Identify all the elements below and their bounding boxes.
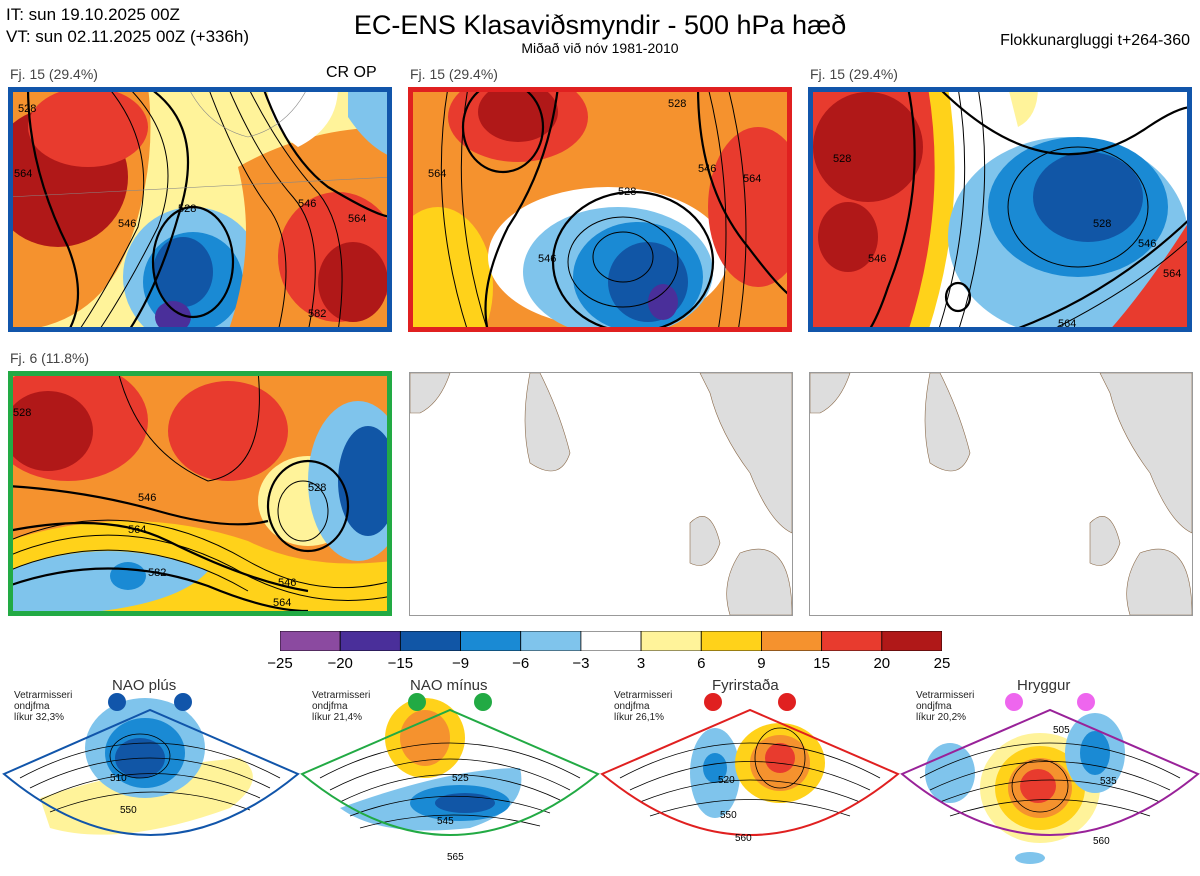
contour-label: 564 [273, 597, 291, 609]
contour-label: 582 [308, 308, 326, 320]
contour-label: 528 [13, 407, 31, 419]
regime-name-nao-minus: NAO mínus [410, 677, 488, 694]
colorbar-tick-label: −20 [327, 655, 353, 672]
page-title: EC-ENS Klasaviðsmyndir - 500 hPa hæð [353, 10, 847, 40]
regime-note-3: Vetrarmisseri ondjfma líkur 26,1% [614, 690, 673, 723]
header-times: IT: sun 19.10.2025 00Z VT: sun 02.11.202… [6, 4, 249, 48]
colorbar-swatches [279, 630, 943, 652]
colorbar-tick-label: −6 [512, 655, 530, 672]
colorbar-tick-label: −9 [451, 655, 470, 672]
colorbar-tick-label: 9 [757, 655, 766, 672]
contour-label: 564 [428, 168, 446, 180]
regime-label: 550 [720, 810, 737, 821]
contour-label: 546 [138, 492, 156, 504]
colorbar-swatch [640, 630, 702, 652]
contour-label: 528 [618, 186, 636, 198]
regime-label: 560 [735, 833, 752, 844]
regime-name-blocking: Fyrirstaða [712, 677, 779, 694]
colorbar-tick-label: −15 [387, 655, 414, 672]
contour-label: 564 [348, 213, 366, 225]
contour-label: 564 [1163, 268, 1181, 280]
regime-label: 510 [110, 773, 127, 784]
regime-label: 565 [447, 852, 464, 863]
panel-1-tag: CR OP [326, 64, 377, 81]
colorbar-tick-label: −25 [267, 655, 293, 672]
colorbar-swatch [881, 630, 943, 652]
regime-note-1: Vetrarmisseri ondjfma líkur 32,3% [14, 690, 73, 723]
regime-note-2: Vetrarmisseri ondjfma líkur 21,4% [312, 690, 371, 723]
panel-1-label: Fj. 15 (29.4%) [10, 66, 98, 82]
colorbar-tick-label: 3 [636, 655, 646, 672]
contour-label: 546 [1138, 238, 1156, 250]
colorbar-swatch [520, 630, 582, 652]
contour-label: 564 [743, 173, 761, 185]
colorbar-tick-label: 25 [933, 655, 951, 672]
colorbar-swatch [821, 630, 883, 652]
contour-label: 564 [1058, 318, 1076, 330]
contour-label: 546 [538, 253, 556, 265]
colorbar [279, 630, 943, 652]
cluster-map-1[interactable]: 528 546 564 582 564 546 528 [8, 87, 392, 332]
panel-2-label: Fj. 15 (29.4%) [410, 66, 498, 82]
colorbar-swatch [761, 630, 823, 652]
contour-label: 528 [1093, 218, 1111, 230]
panel-4-label: Fj. 6 (11.8%) [10, 350, 90, 366]
valid-time: VT: sun 02.11.2025 00Z (+336h) [6, 27, 250, 46]
regime-name-ridge: Hryggur [1017, 677, 1071, 694]
cluster-map-3[interactable]: 528 546 564 528 546 564 [808, 87, 1192, 332]
cluster-map-4[interactable]: 528 546 564 582 546 564 528 [8, 371, 392, 616]
regime-label: 560 [1093, 836, 1110, 847]
regime-label: 520 [718, 775, 735, 786]
colorbar-swatch [279, 630, 341, 652]
cluster-map-2[interactable]: 528 546 564 546 564 528 [408, 87, 792, 332]
page-subtitle: Miðað við nóv 1981-2010 [521, 40, 679, 56]
empty-map-6 [809, 372, 1193, 616]
contour-label: 528 [178, 203, 196, 215]
colorbar-swatch [339, 630, 401, 652]
contour-label: 528 [833, 153, 851, 165]
colorbar-swatch [700, 630, 762, 652]
colorbar-tick-label: −3 [572, 655, 590, 672]
contour-label: 546 [868, 253, 886, 265]
colorbar-tick-label: 15 [813, 655, 830, 672]
regime-note-4: Vetrarmisseri ondjfma líkur 20,2% [916, 690, 975, 723]
regime-map-nao-plus: 510 550 [2, 693, 300, 836]
colorbar-swatch [580, 630, 642, 652]
regime-map-nao-minus: 525 545 565 [300, 693, 600, 863]
contour-label: 582 [148, 567, 166, 579]
contour-label: 564 [14, 168, 32, 180]
colorbar-tick-label: 20 [873, 655, 891, 672]
contour-label: 546 [278, 577, 296, 589]
contour-label: 546 [298, 198, 316, 210]
colorbar-tick-label: 6 [697, 655, 706, 672]
classification-window: Flokkunargluggi t+264-360 [1000, 32, 1190, 49]
regime-label: 545 [437, 816, 454, 827]
contour-label: 528 [668, 98, 686, 110]
contour-label: 528 [308, 482, 326, 494]
regime-label: 535 [1100, 776, 1117, 787]
regime-label: 505 [1053, 725, 1070, 736]
regime-map-blocking: 520 550 560 [600, 693, 900, 844]
contour-label: 546 [698, 163, 716, 175]
regime-label: 550 [120, 805, 137, 816]
regime-label: 525 [452, 773, 469, 784]
regime-map-ridge: 505 535 560 [900, 693, 1200, 864]
colorbar-swatch [399, 630, 461, 652]
contour-label: 546 [118, 218, 136, 230]
colorbar-swatch [460, 630, 522, 652]
contour-label: 564 [128, 524, 146, 536]
init-time: IT: sun 19.10.2025 00Z [6, 5, 180, 24]
contour-label: 528 [18, 103, 36, 115]
empty-map-5 [409, 372, 793, 616]
regime-name-nao-plus: NAO plús [112, 677, 177, 694]
regime-strip: 510 550 525 545 565 [0, 678, 1200, 871]
panel-3-label: Fj. 15 (29.4%) [810, 66, 898, 82]
